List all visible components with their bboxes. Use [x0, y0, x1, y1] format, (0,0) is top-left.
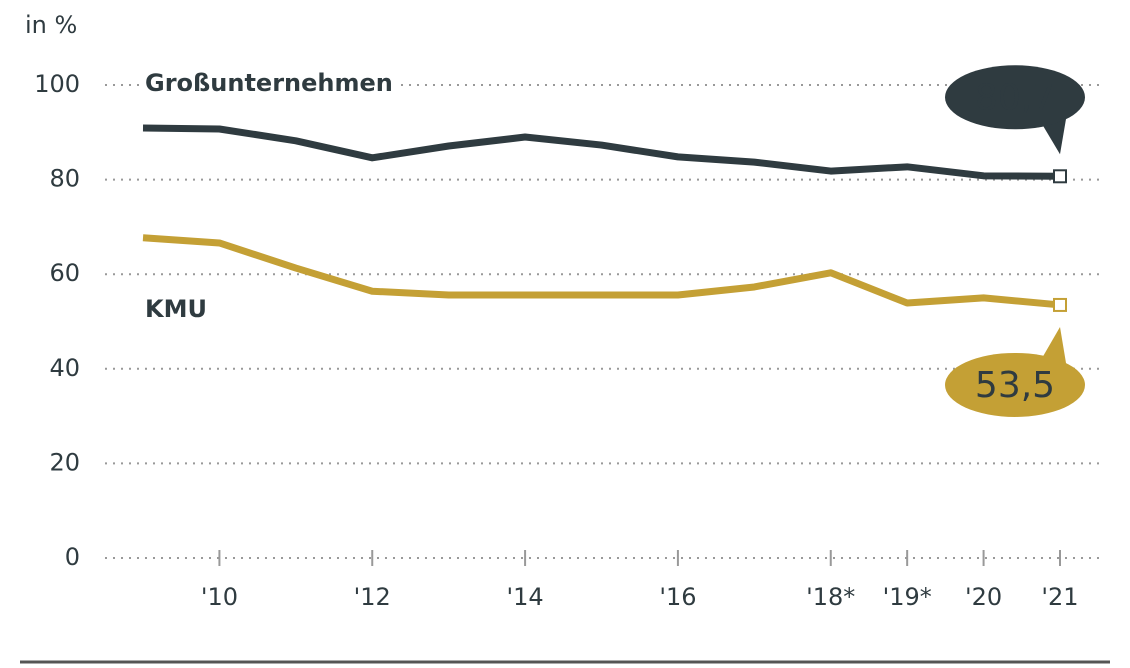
- value-label: 53,5: [975, 365, 1055, 406]
- y-tick-label: 20: [49, 448, 80, 476]
- series-line: [142, 234, 1061, 309]
- x-tick-label: '16: [659, 583, 696, 611]
- y-tick-label: 60: [49, 259, 80, 287]
- x-tick-label: '19*: [883, 583, 932, 611]
- x-tick-label: '21: [1041, 583, 1078, 611]
- callout: [945, 65, 1085, 130]
- x-tick-label: '10: [201, 583, 238, 611]
- x-tick-label: '18*: [806, 583, 855, 611]
- callout: [945, 352, 1085, 417]
- y-tick-label: 40: [49, 354, 80, 382]
- end-marker: [1053, 297, 1067, 312]
- end-marker: [1053, 169, 1067, 184]
- label-bg: [139, 294, 213, 323]
- x-tick-label: '20: [965, 583, 1002, 611]
- y-tick-label: 0: [65, 543, 80, 571]
- x-tick-label: '12: [354, 583, 391, 611]
- y-tick-label: 80: [49, 165, 80, 193]
- value-label: 80,7: [975, 77, 1055, 118]
- y-tick-label: 100: [34, 70, 80, 98]
- series-line: [142, 124, 1061, 180]
- x-tick-label: '14: [507, 583, 544, 611]
- series-label: KMU: [145, 295, 207, 323]
- y-axis-label: in %: [25, 11, 77, 39]
- series-label: Großunternehmen: [145, 69, 393, 97]
- label-bg: [139, 69, 399, 98]
